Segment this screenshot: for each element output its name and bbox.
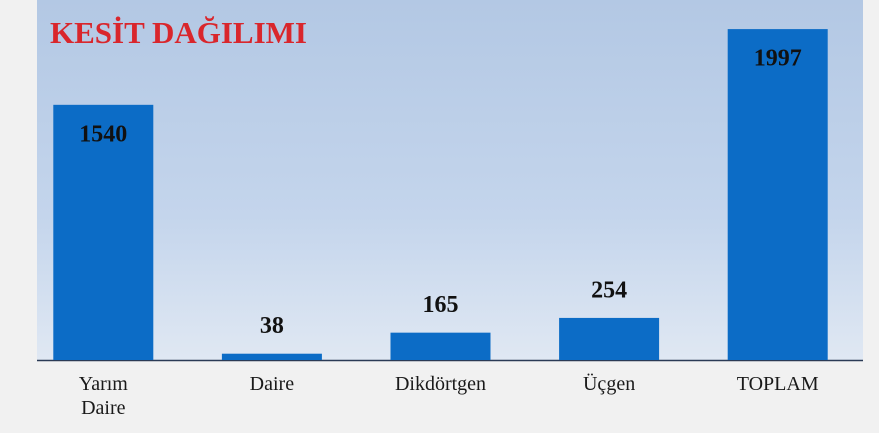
chart-title: KESİT DAĞILIMI	[50, 15, 307, 50]
bar	[390, 332, 491, 360]
bar	[559, 317, 660, 360]
plot-area	[37, 0, 863, 361]
x-tick-label: Yarım Daire	[78, 373, 128, 419]
bar	[221, 353, 322, 360]
value-label: 38	[260, 313, 284, 339]
value-label: 1997	[754, 46, 802, 72]
x-tick-label: Dikdörtgen	[394, 373, 487, 395]
bar	[53, 104, 154, 361]
value-label: 254	[591, 277, 627, 303]
x-tick-label: Daire	[249, 373, 295, 395]
value-label: 165	[423, 292, 459, 318]
x-tick-label: TOPLAM	[736, 373, 819, 395]
bar	[727, 29, 828, 360]
value-label: 1540	[79, 121, 127, 147]
x-tick-label: Üçgen	[582, 373, 636, 395]
